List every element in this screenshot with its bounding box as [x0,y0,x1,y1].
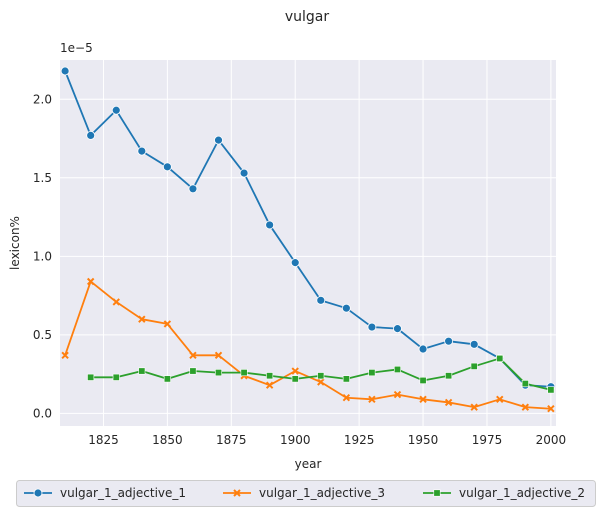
data-point [393,324,402,334]
x-tick-label: 2000 [536,433,567,447]
data-point [521,403,530,411]
data-point [418,344,428,354]
data-point [189,367,197,375]
y-tick-label: 0.0 [33,406,52,420]
x-tick-label: 1900 [280,433,311,447]
data-point [138,315,146,323]
data-point [163,375,171,383]
data-point [240,369,248,377]
data-point [265,381,274,389]
data-point [470,362,478,370]
data-point [393,365,401,373]
y-tick-label: 1.5 [33,171,52,185]
data-point [189,351,197,360]
data-point [547,405,555,413]
legend-marker [233,489,241,497]
data-point [87,373,95,381]
series-vulgar_1_adjective_2 [87,354,555,394]
data-point [469,339,479,349]
data-point [444,398,453,407]
legend-label: vulgar_1_adjective_1 [60,486,186,500]
data-point [86,277,95,286]
legend-frame [16,480,596,507]
data-point [342,375,350,383]
y-axis-ticks: 0.0 0.5 1.0 1.5 2.0 [33,92,52,420]
data-point [215,369,223,377]
data-point [112,298,120,306]
y-offset-label: 1e−5 [60,41,93,55]
data-point [214,351,223,360]
data-point [291,367,299,375]
x-axis-label: year [295,457,322,471]
data-point [60,66,70,76]
data-point [367,322,377,332]
data-point [112,373,120,381]
data-point [419,395,427,404]
y-axis-label: lexicon% [8,216,22,270]
data-point [214,135,223,145]
legend-label: vulgar_1_adjective_3 [259,486,385,500]
x-tick-label: 1850 [152,433,183,447]
x-axis-ticks: 1825 1850 1875 1900 1925 1950 1975 2000 [88,433,566,447]
y-tick-label: 1.0 [33,249,52,263]
grid [60,60,556,426]
data-point [111,105,121,115]
data-point [521,380,529,388]
data-point [266,372,274,380]
data-point [547,386,555,394]
data-point [316,295,326,305]
data-point [86,130,96,140]
data-point [265,220,275,230]
data-point [137,146,147,156]
series-layer [60,66,556,413]
legend-entry: vulgar_1_adjective_3 [223,486,385,500]
data-point [290,258,300,268]
data-point [138,367,146,375]
x-tick-label: 1975 [472,433,503,447]
legend-entry: vulgar_1_adjective_1 [24,486,186,500]
data-point [317,372,325,380]
data-point [368,395,376,404]
data-point [188,184,198,194]
data-point [496,395,504,404]
data-point [341,303,351,313]
data-point [342,394,351,402]
data-point [239,168,249,178]
series-vulgar_1_adjective_1 [60,66,556,392]
data-point [61,351,69,360]
data-point [163,320,172,328]
plot-area [60,60,556,426]
data-point [368,369,376,377]
data-point [162,162,172,172]
data-point [445,372,453,380]
data-point [317,378,325,386]
data-point [393,390,402,399]
data-point [419,376,427,384]
data-point [496,354,504,362]
x-tick-label: 1825 [88,433,119,447]
x-tick-label: 1875 [216,433,247,447]
legend-marker [433,489,441,497]
legend-entry: vulgar_1_adjective_2 [423,486,585,500]
chart-title: vulgar [285,9,330,25]
y-tick-label: 2.0 [33,92,52,106]
legend-marker [33,488,43,498]
legend-label: vulgar_1_adjective_2 [459,486,585,500]
data-point [291,375,299,383]
legend: vulgar_1_adjective_1 vulgar_1_adjective_3… [16,480,596,507]
x-tick-label: 1950 [408,433,439,447]
data-point [470,403,478,411]
y-tick-label: 0.5 [33,328,52,342]
x-tick-label: 1925 [344,433,375,447]
data-point [444,336,454,346]
